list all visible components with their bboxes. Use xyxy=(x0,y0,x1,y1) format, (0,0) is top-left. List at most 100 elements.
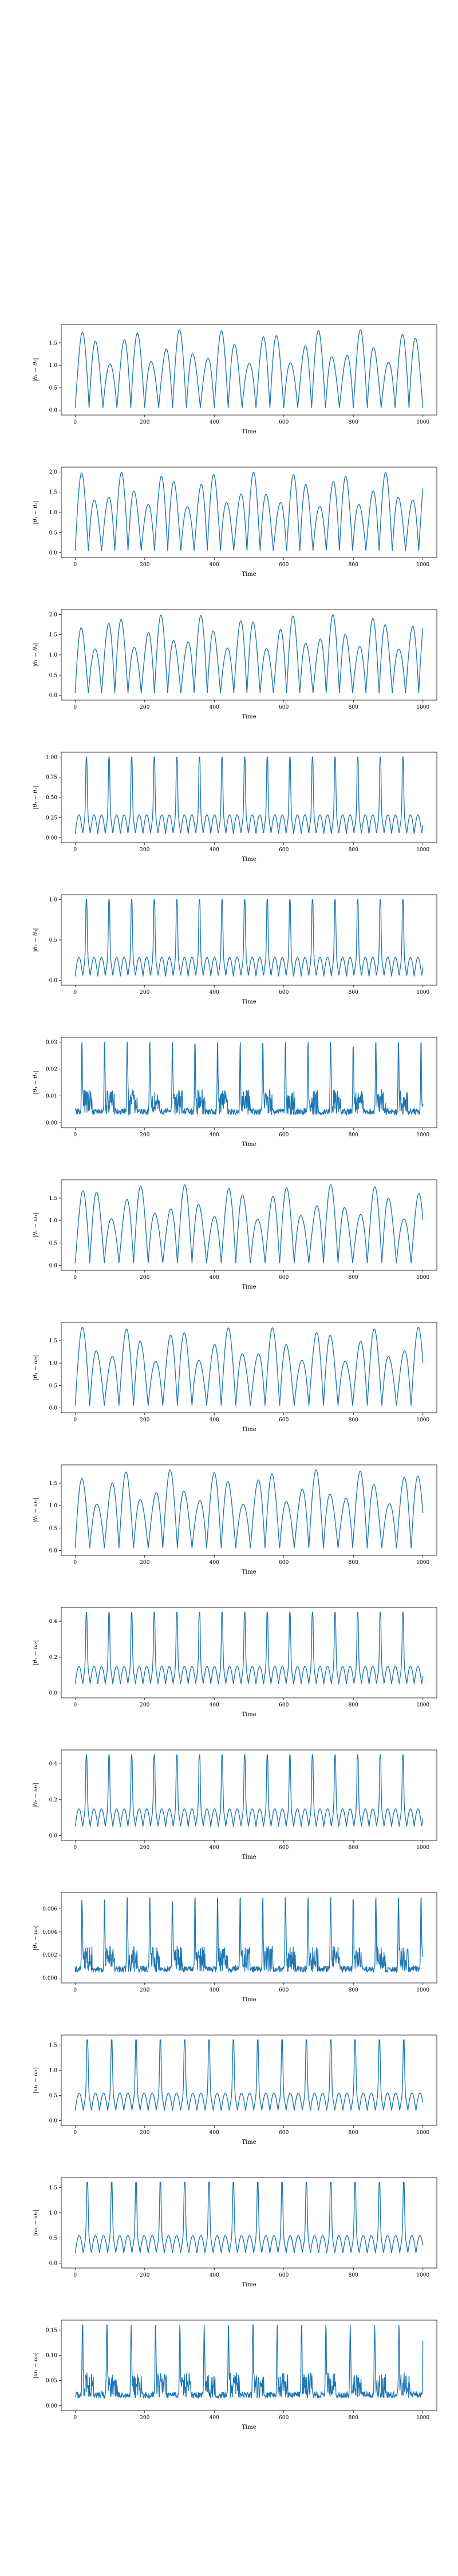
x-tick-label: 1000 xyxy=(416,990,429,995)
y-tick-label: 0.0 xyxy=(49,978,58,984)
x-tick-label: 400 xyxy=(210,2130,219,2136)
y-axis-label: |θ₁ − θ₂| xyxy=(33,500,39,524)
subplot-15: 0 200 400 600 800 1000 0.00 0.05 0.10 0.15 Time |ω₁… xyxy=(33,2320,437,2431)
y-tick-label: 1.5 xyxy=(49,1338,58,1344)
y-axis-label: |θ₁ − θ₁| xyxy=(33,358,39,382)
x-axis-label: Time xyxy=(242,1569,256,1575)
x-tick-label: 400 xyxy=(210,990,219,995)
x-tick-label: 600 xyxy=(279,705,289,710)
x-tick-label: 1000 xyxy=(416,1702,429,1708)
y-tick-label: 0.0 xyxy=(49,1406,58,1412)
x-tick-label: 1000 xyxy=(416,420,429,425)
x-tick-label: 0 xyxy=(73,1702,77,1708)
x-axis-label: Time xyxy=(242,429,256,435)
x-tick-label: 1000 xyxy=(416,2130,429,2136)
x-tick-label: 1000 xyxy=(416,1560,429,1566)
x-tick-label: 1000 xyxy=(416,1132,429,1138)
y-axis-label: |ω₁ − ω₃| xyxy=(33,2352,39,2379)
x-tick-label: 800 xyxy=(349,1560,358,1566)
x-tick-label: 1000 xyxy=(416,705,429,710)
x-tick-label: 200 xyxy=(140,420,149,425)
y-tick-label: 1.5 xyxy=(49,633,58,638)
axes-frame xyxy=(61,1892,437,1984)
y-axis-label: |θ₂ − θ₂| xyxy=(33,785,39,809)
x-tick-label: 200 xyxy=(140,705,149,710)
x-tick-label: 400 xyxy=(210,1702,219,1708)
y-tick-label: 1.0 xyxy=(49,1218,58,1224)
y-tick-label: 2.0 xyxy=(49,612,58,618)
x-tick-label: 800 xyxy=(349,1132,358,1138)
y-tick-label: 1.0 xyxy=(49,2068,58,2073)
x-tick-label: 200 xyxy=(140,2415,149,2421)
x-tick-label: 800 xyxy=(349,2130,358,2136)
subplot-2: 0 200 400 600 800 1000 0.0 0.5 1.0 1.5 2.0 Time |θ₁ … xyxy=(33,467,437,578)
x-tick-label: 200 xyxy=(140,1560,149,1566)
x-tick-label: 600 xyxy=(279,847,289,853)
y-tick-label: 0.0 xyxy=(49,1691,58,1697)
x-axis-label: Time xyxy=(242,2424,256,2431)
x-tick-label: 600 xyxy=(279,1845,289,1851)
y-tick-label: 0.01 xyxy=(46,1094,57,1100)
x-tick-label: 400 xyxy=(210,1560,219,1566)
series-line xyxy=(74,614,424,694)
y-tick-label: 0.4 xyxy=(49,1761,58,1767)
x-tick-label: 600 xyxy=(279,1275,289,1281)
subplot-11: 0 200 400 600 800 1000 0.0 0.2 0.4 Time |θ₂ − ω₃| xyxy=(33,1749,437,1860)
subplot-5: 0 200 400 600 800 1000 0.0 0.5 1.0 Time |θ₂ − θ₃| xyxy=(33,894,437,1005)
x-axis-label: Time xyxy=(242,1854,256,1860)
x-tick-label: 200 xyxy=(140,1275,149,1281)
series-line xyxy=(74,1326,424,1406)
x-tick-label: 800 xyxy=(349,1275,358,1281)
x-axis-label: Time xyxy=(242,1284,256,1290)
x-tick-label: 400 xyxy=(210,705,219,710)
subplot-14: 0 200 400 600 800 1000 0.0 0.5 1.0 1.5 Time |ω₁ − ω… xyxy=(33,2177,437,2288)
y-tick-label: 1.5 xyxy=(49,2185,58,2191)
x-axis-label: Time xyxy=(242,2282,256,2288)
series-line xyxy=(74,899,424,977)
y-tick-label: 0.5 xyxy=(49,1240,58,1246)
x-tick-label: 200 xyxy=(140,1702,149,1708)
y-tick-label: 0.00 xyxy=(46,2404,57,2409)
x-tick-label: 400 xyxy=(210,1417,219,1423)
x-tick-label: 200 xyxy=(140,2273,149,2278)
y-tick-label: 1.0 xyxy=(49,1503,58,1509)
x-tick-label: 1000 xyxy=(416,2273,429,2278)
x-tick-label: 1000 xyxy=(416,2415,429,2421)
x-tick-label: 600 xyxy=(279,1702,289,1708)
subplot-9: 0 200 400 600 800 1000 0.0 0.5 1.0 1.5 Time |θ₁ − ω… xyxy=(33,1464,437,1575)
x-tick-label: 600 xyxy=(279,1988,289,1993)
y-tick-label: 0.002 xyxy=(42,1953,57,1958)
y-axis-label: |θ₂ − ω₃| xyxy=(33,1783,39,1808)
x-tick-label: 800 xyxy=(349,990,358,995)
series-line xyxy=(74,756,424,835)
x-tick-label: 800 xyxy=(349,420,358,425)
x-tick-label: 200 xyxy=(140,562,149,568)
x-tick-label: 0 xyxy=(73,2273,77,2278)
y-tick-label: 0.10 xyxy=(46,2353,57,2358)
series-line xyxy=(74,1754,424,1828)
y-tick-label: 1.0 xyxy=(49,363,58,369)
series-line xyxy=(74,1469,424,1548)
x-tick-label: 200 xyxy=(140,2130,149,2136)
y-tick-label: 0.4 xyxy=(49,1619,58,1625)
y-tick-label: 1.0 xyxy=(49,2210,58,2216)
x-tick-label: 800 xyxy=(349,847,358,853)
x-axis-label: Time xyxy=(242,2139,256,2146)
x-tick-label: 600 xyxy=(279,2273,289,2278)
axes-frame xyxy=(61,1749,437,1841)
y-axis-label: |θ₂ − ω₂| xyxy=(33,1640,39,1665)
subplot-7: 0 200 400 600 800 1000 0.0 0.5 1.0 1.5 Time |θ₁ − ω… xyxy=(33,1179,437,1290)
x-tick-label: 0 xyxy=(73,1560,77,1566)
x-tick-label: 400 xyxy=(210,1132,219,1138)
y-axis-label: |θ₁ − θ₃| xyxy=(33,643,39,667)
x-tick-label: 600 xyxy=(279,990,289,995)
x-tick-label: 200 xyxy=(140,1988,149,1993)
x-tick-label: 800 xyxy=(349,2415,358,2421)
subplot-4: 0 200 400 600 800 1000 0.00 0.25 0.50 0.75 1.00 Tim… xyxy=(33,752,437,863)
y-tick-label: 1.0 xyxy=(49,653,58,658)
series-line xyxy=(74,329,424,408)
series-line xyxy=(74,1611,424,1685)
x-tick-label: 1000 xyxy=(416,1845,429,1851)
x-tick-label: 0 xyxy=(73,2415,77,2421)
subplot-13: 0 200 400 600 800 1000 0.0 0.5 1.0 1.5 Time |ω₁ − ω… xyxy=(33,2034,437,2146)
